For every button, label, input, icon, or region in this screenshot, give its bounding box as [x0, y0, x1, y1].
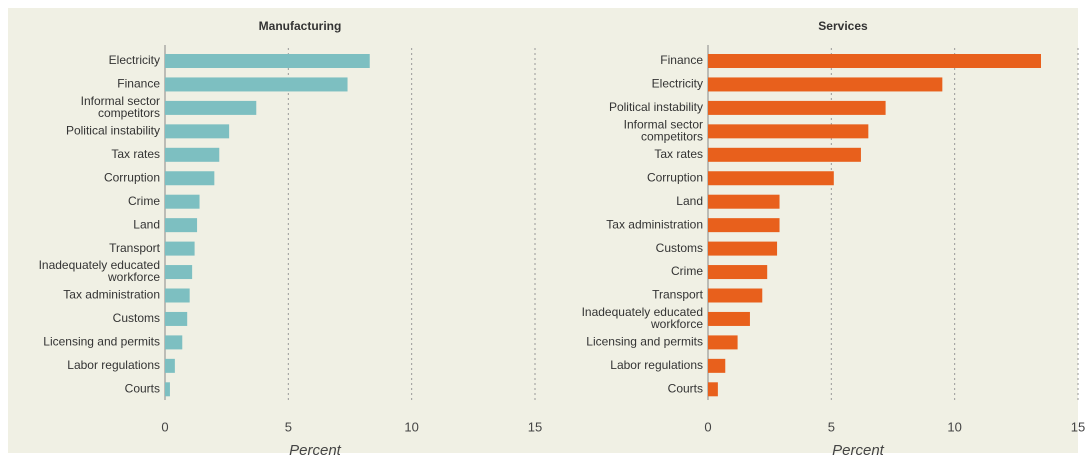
x-axis-title: Percent	[289, 442, 342, 459]
y-tick-label: Licensing and permits	[43, 335, 160, 349]
x-tick-label: 10	[404, 419, 418, 434]
bar	[708, 311, 750, 326]
y-tick-label: Tax administration	[63, 288, 160, 302]
bar	[708, 382, 718, 397]
y-tick-label: Licensing and permits	[586, 335, 703, 349]
bar	[165, 124, 230, 139]
bar	[165, 311, 188, 326]
bar	[708, 241, 778, 256]
y-tick-label: Crime	[671, 264, 703, 278]
bar	[708, 147, 861, 162]
bar	[165, 54, 370, 68]
bar	[165, 382, 170, 397]
y-tick-label: Informal sector competitors	[81, 94, 160, 120]
bar	[708, 100, 886, 115]
y-tick-label: Tax administration	[606, 217, 703, 231]
bar	[708, 218, 780, 233]
x-tick-label: 5	[828, 419, 835, 434]
bar	[165, 147, 220, 162]
y-tick-label: Labor regulations	[67, 358, 160, 372]
y-tick-label: Customs	[656, 241, 703, 255]
bar	[708, 358, 726, 373]
y-tick-label: Courts	[668, 381, 703, 395]
y-tick-label: Crime	[128, 194, 160, 208]
y-tick-label: Finance	[660, 53, 703, 67]
bar	[165, 100, 257, 115]
bar	[708, 194, 780, 209]
bar	[708, 77, 943, 92]
y-tick-label: Corruption	[647, 170, 703, 184]
bar	[708, 124, 869, 139]
y-tick-label: Inadequately educated workforce	[39, 258, 161, 284]
bar	[165, 241, 195, 256]
y-tick-label: Political instability	[609, 100, 703, 114]
bar	[708, 335, 738, 350]
bar	[708, 54, 1041, 68]
y-tick-label: Courts	[125, 381, 160, 395]
y-tick-label: Electricity	[652, 77, 703, 91]
y-tick-label: Informal sector competitors	[624, 118, 703, 144]
bar	[165, 171, 215, 186]
y-tick-label: Transport	[109, 241, 161, 255]
y-tick-label: Finance	[117, 77, 160, 91]
y-tick-label: Political instability	[66, 124, 160, 138]
x-tick-label: 10	[947, 419, 961, 434]
x-tick-label: 5	[285, 419, 292, 434]
bar	[708, 171, 834, 186]
y-tick-label: Tax rates	[654, 147, 703, 161]
chart-title: Manufacturing	[259, 19, 342, 33]
y-tick-label: Land	[676, 194, 703, 208]
bar	[165, 77, 348, 92]
bar	[165, 288, 190, 303]
y-tick-label: Land	[133, 217, 160, 231]
bar	[165, 358, 175, 373]
bar	[165, 194, 200, 209]
y-tick-label: Tax rates	[111, 147, 160, 161]
y-tick-label: Customs	[113, 311, 160, 325]
x-tick-label: 15	[1071, 419, 1085, 434]
bar	[165, 218, 198, 233]
bar	[708, 288, 763, 303]
y-tick-label: Electricity	[109, 53, 160, 67]
x-tick-label: 15	[528, 419, 542, 434]
y-tick-label: Labor regulations	[610, 358, 703, 372]
y-tick-label: Corruption	[104, 170, 160, 184]
x-tick-label: 0	[704, 419, 711, 434]
y-tick-label: Inadequately educated workforce	[582, 305, 704, 331]
x-axis-title: Percent	[832, 442, 885, 459]
y-tick-label: Transport	[652, 288, 704, 302]
bar	[165, 265, 193, 280]
x-tick-label: 0	[161, 419, 168, 434]
bar	[165, 335, 183, 350]
chart-title: Services	[818, 19, 868, 33]
bar	[708, 265, 768, 280]
